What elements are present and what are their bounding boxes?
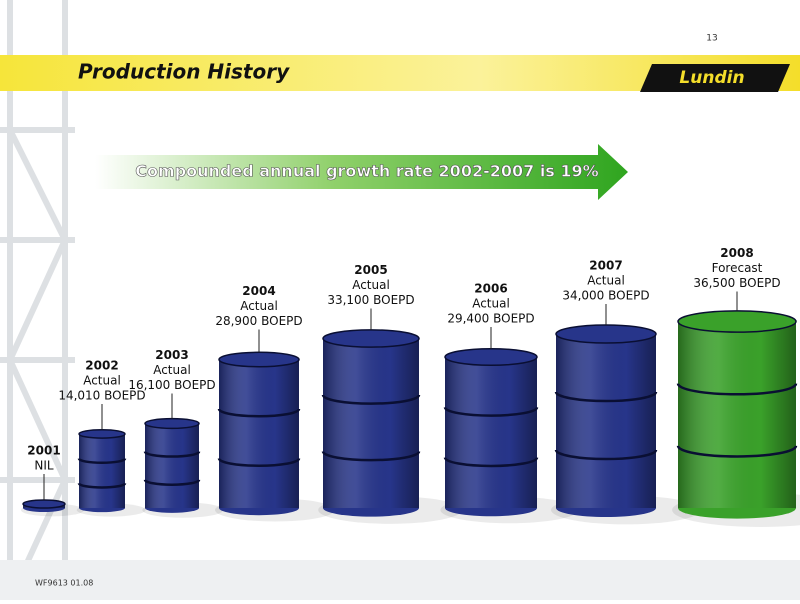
year-label: 2004 [242,284,275,298]
value-label: 29,400 BOEPD [447,312,534,326]
year-label: 2001 [27,444,60,458]
barrel-top [22,499,66,509]
footer-code: WF9613 01.08 [35,579,93,588]
year-label: 2007 [589,259,622,273]
value-label: 33,100 BOEPD [327,293,414,307]
barrel-hoop [217,458,301,467]
barrel-hoop [676,445,798,458]
barrel-hoop [77,482,127,489]
barrel-hoop [554,391,658,403]
slide-title: Production History [78,60,290,84]
barrel-top [555,324,657,344]
barrel-bottom [79,508,125,513]
value-label: 14,010 BOEPD [58,388,145,402]
barrel-shade [678,321,796,508]
barrel-top [444,347,538,367]
barrel-top [322,329,420,348]
barrel-hoop [143,479,201,486]
barrel-top [144,417,200,430]
status-label: Actual [83,373,121,387]
value-label: 34,000 BOEPD [562,289,649,303]
year-label: 2002 [85,358,118,372]
barrel-shade [79,433,125,508]
barrel-bottom [556,508,656,517]
barrel-hoop [321,451,421,462]
barrel-bottom [678,508,796,519]
barrel-bottom [323,508,419,517]
barrel-shade [219,359,299,508]
logo: Lundin [679,68,744,88]
barrel-top [218,351,300,368]
value-label: NIL [34,459,54,473]
barrel-top [677,310,797,333]
page-number: 13 [706,34,717,44]
status-label: Actual [352,278,390,292]
barrel-shade [556,334,656,508]
barrel-shade [323,338,419,508]
barrel-hoop [443,406,539,417]
barrel-bottom [445,508,537,517]
status-label: Actual [472,297,510,311]
footer-band [0,560,800,600]
barrel-shade [145,423,199,508]
year-label: 2005 [354,263,387,277]
barrel-hoop [443,457,539,468]
status-label: Actual [153,363,191,377]
barrel-hoop [143,451,201,458]
barrel-top [78,429,126,439]
year-label: 2003 [155,348,188,362]
barrel-shade [445,357,537,508]
logo-box [640,64,790,92]
year-label: 2008 [720,246,753,260]
barrel-bottom [145,508,199,513]
value-label: 36,500 BOEPD [693,276,780,290]
value-label: 16,100 BOEPD [128,378,215,392]
status-label: Actual [587,274,625,288]
year-label: 2006 [474,282,507,296]
value-label: 28,900 BOEPD [215,314,302,328]
barrel-bottom [23,508,65,512]
growth-annotation: Compounded annual growth rate 2002-2007 … [135,162,598,181]
status-label: Actual [240,299,278,313]
barrel-hoop [77,458,127,465]
barrel-hoop [217,408,301,418]
barrel-hoop [554,449,658,461]
barrel-bottom [219,508,299,516]
barrel-hoop [321,394,421,405]
barrel-hoop [676,383,798,396]
status-label: Forecast [712,261,763,275]
growth-arrow [95,144,628,200]
